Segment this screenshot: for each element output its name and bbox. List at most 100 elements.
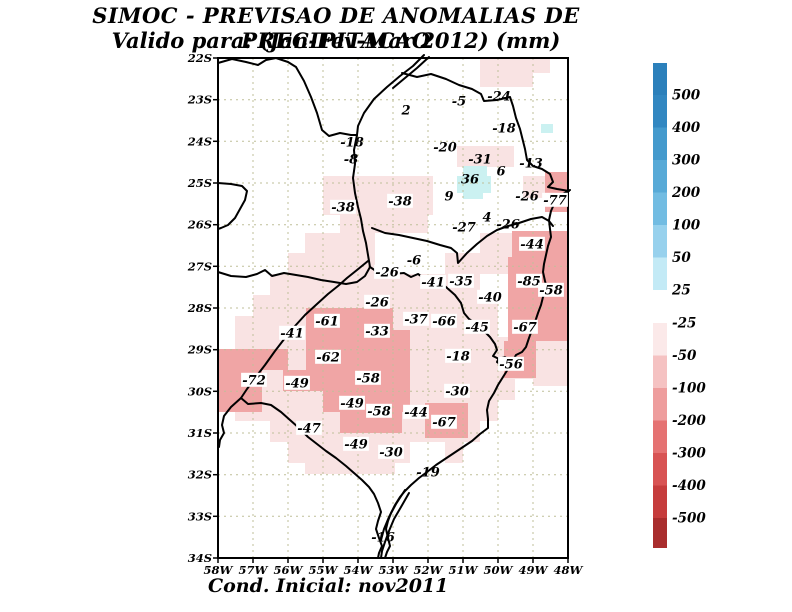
anomaly-value-label: -41 bbox=[421, 276, 445, 291]
anomaly-value-label: -85 bbox=[517, 275, 541, 290]
lat-tick-label: 31S bbox=[188, 426, 212, 440]
value-label-backing bbox=[498, 356, 524, 371]
value-label-backing bbox=[431, 414, 457, 429]
value-label-backing bbox=[444, 383, 470, 398]
value-label-backing bbox=[403, 311, 429, 326]
value-label-backing bbox=[330, 199, 356, 214]
value-label-backing bbox=[315, 349, 341, 364]
colorbar-tick-label: -400 bbox=[672, 478, 706, 494]
value-label-backing bbox=[241, 372, 267, 387]
page-subtitle: Valido para: (Jan-Fev-Mar 2012) (mm) bbox=[111, 28, 561, 53]
map-border-line bbox=[217, 182, 248, 230]
colorbar-tick-label: -500 bbox=[672, 511, 706, 527]
value-label-backing bbox=[420, 274, 446, 289]
value-label-backing bbox=[538, 282, 564, 297]
colorbar-segment bbox=[653, 453, 667, 486]
anomaly-value-label: -45 bbox=[465, 321, 489, 336]
anomaly-value-label: 2 bbox=[400, 104, 410, 119]
anomaly-value-label: -72 bbox=[242, 374, 266, 389]
value-label-backing bbox=[431, 313, 457, 328]
lat-tick-label: 34S bbox=[188, 551, 212, 565]
colorbar-tick-label: 500 bbox=[672, 88, 701, 104]
value-label-backing bbox=[364, 294, 390, 309]
colorbar-segment bbox=[653, 420, 667, 453]
anomaly-value-label: 36 bbox=[461, 173, 479, 188]
lon-tick-label: 49W bbox=[519, 563, 549, 577]
colorbar-tick-label: 400 bbox=[672, 120, 701, 136]
anomaly-value-label: -18 bbox=[446, 350, 470, 365]
shaded-region-pos25-50 bbox=[463, 166, 487, 176]
shaded-region-pos25-50 bbox=[541, 124, 553, 133]
anomaly-value-label: -6 bbox=[407, 254, 421, 269]
shaded-region-neg25-50 bbox=[480, 233, 513, 253]
anomaly-value-label: -38 bbox=[388, 195, 412, 210]
shaded-region-neg25-50 bbox=[480, 73, 533, 87]
map-border-line bbox=[369, 266, 513, 365]
value-label-backing bbox=[364, 323, 390, 338]
colorbar-segment bbox=[653, 225, 667, 258]
colorbar-tick-label: -25 bbox=[672, 316, 696, 332]
lon-tick-label: 55W bbox=[309, 563, 339, 577]
anomaly-value-label: -19 bbox=[416, 466, 440, 481]
value-label-backing bbox=[366, 403, 392, 418]
colorbar-tick-label: 100 bbox=[672, 218, 701, 234]
shaded-region-neg25-50 bbox=[340, 215, 428, 233]
anomaly-value-label: -49 bbox=[285, 377, 309, 392]
lon-tick-label: 56W bbox=[274, 563, 304, 577]
lon-tick-label: 48W bbox=[554, 563, 584, 577]
anomaly-value-label: -40 bbox=[478, 291, 502, 306]
anomaly-value-label: 4 bbox=[482, 211, 491, 226]
anomaly-value-label: -49 bbox=[344, 438, 368, 453]
lat-tick-label: 28S bbox=[187, 301, 212, 315]
colorbar-tick-label: -100 bbox=[672, 381, 706, 397]
lat-tick-label: 26S bbox=[187, 218, 212, 232]
anomaly-value-label: 6 bbox=[496, 165, 505, 180]
colorbar-segment bbox=[653, 355, 667, 388]
value-label-backing bbox=[343, 436, 369, 451]
lon-tick-label: 57W bbox=[239, 563, 269, 577]
anomaly-value-label: -18 bbox=[492, 122, 516, 137]
map-border-line bbox=[240, 260, 383, 559]
anomaly-value-label: -30 bbox=[445, 385, 469, 400]
anomaly-value-label: -20 bbox=[433, 141, 457, 156]
anomaly-value-label: -18 bbox=[340, 136, 364, 151]
anomaly-value-label: -26 bbox=[496, 218, 520, 233]
anomaly-value-label: -61 bbox=[315, 315, 339, 330]
map-border-line bbox=[371, 216, 554, 264]
colorbar-segment bbox=[653, 257, 667, 290]
shaded-region-neg25-50 bbox=[480, 58, 550, 73]
shaded-region-neg25-50 bbox=[457, 146, 514, 167]
colorbar-segment bbox=[653, 192, 667, 225]
lat-tick-label: 22S bbox=[187, 51, 212, 65]
value-label-backing bbox=[403, 404, 429, 419]
anomaly-value-label: -67 bbox=[432, 416, 456, 431]
anomaly-value-label: -5 bbox=[452, 95, 466, 110]
anomaly-value-label: -26 bbox=[365, 296, 389, 311]
anomaly-value-label: -66 bbox=[432, 315, 456, 330]
colorbar-segment bbox=[653, 388, 667, 421]
anomaly-value-label: -24 bbox=[487, 90, 511, 105]
shaded-region-pos25-50 bbox=[463, 193, 483, 199]
anomaly-value-label: -13 bbox=[519, 157, 543, 172]
page-title: SIMOC - PREVISAO DE ANOMALIAS DE PRECIPI… bbox=[92, 3, 580, 53]
value-label-backing bbox=[314, 313, 340, 328]
colorbar-tick-label: 50 bbox=[672, 250, 691, 266]
lon-tick-label: 50W bbox=[484, 563, 514, 577]
map-border-line bbox=[380, 492, 410, 559]
colorbar-tick-label: -200 bbox=[672, 413, 706, 429]
value-label-backing bbox=[516, 273, 542, 288]
colorbar-segment bbox=[653, 95, 667, 128]
anomaly-value-label: -16 bbox=[371, 531, 395, 546]
anomaly-value-label: -67 bbox=[513, 321, 537, 336]
map-border-line bbox=[352, 134, 371, 268]
anomaly-value-label: -26 bbox=[515, 190, 539, 205]
anomaly-value-label: -35 bbox=[449, 275, 473, 290]
anomaly-value-label: -44 bbox=[520, 238, 544, 253]
shaded-region-neg25-50 bbox=[288, 253, 375, 274]
value-label-backing bbox=[448, 273, 474, 288]
anomaly-value-label: -58 bbox=[539, 284, 563, 299]
lat-tick-label: 32S bbox=[188, 468, 212, 482]
map-border-line bbox=[392, 56, 430, 89]
